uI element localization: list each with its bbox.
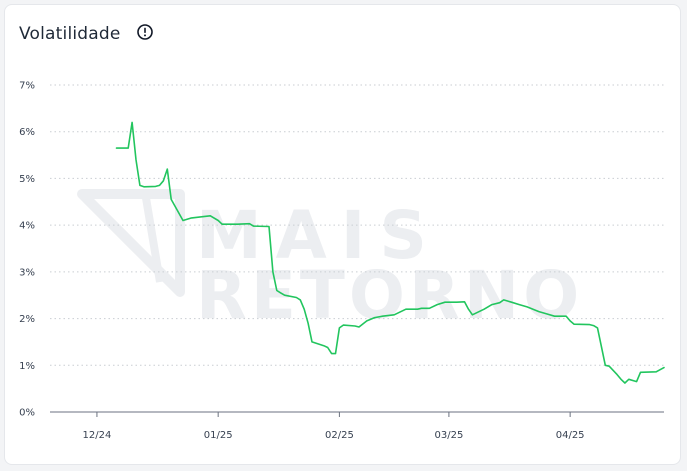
series-line[interactable] <box>115 121 665 384</box>
mais-retorno-logo-icon <box>77 189 185 297</box>
y-tick-label: 6% <box>19 127 35 138</box>
x-axis-ticks: 12/24 01/25 02/25 03/25 04/25 <box>83 412 585 441</box>
y-tick-label: 0% <box>19 408 35 419</box>
series-layer <box>115 121 665 384</box>
info-circle-icon[interactable] <box>136 23 154 41</box>
x-tick-label: 02/25 <box>325 430 354 441</box>
y-tick-label: 4% <box>19 221 35 232</box>
y-tick-label: 1% <box>19 361 35 372</box>
x-tick-label: 03/25 <box>434 430 463 441</box>
y-tick-label: 3% <box>19 267 35 278</box>
y-tick-label: 5% <box>19 174 35 185</box>
watermark-line2: RETORNO <box>196 257 583 334</box>
x-tick-label: 04/25 <box>556 430 585 441</box>
watermark-line1: MAIS <box>196 197 441 274</box>
chart-title: Volatilidade <box>19 24 121 44</box>
watermark: MAIS RETORNO <box>77 189 583 334</box>
x-tick-label: 12/24 <box>83 430 112 441</box>
grid-lines <box>50 84 664 366</box>
x-tick-label: 01/25 <box>204 430 233 441</box>
y-tick-label: 2% <box>19 314 35 325</box>
y-tick-label: 7% <box>19 81 35 92</box>
y-axis-labels: 0% 1% 2% 3% 4% 5% 6% 7% <box>19 81 35 419</box>
